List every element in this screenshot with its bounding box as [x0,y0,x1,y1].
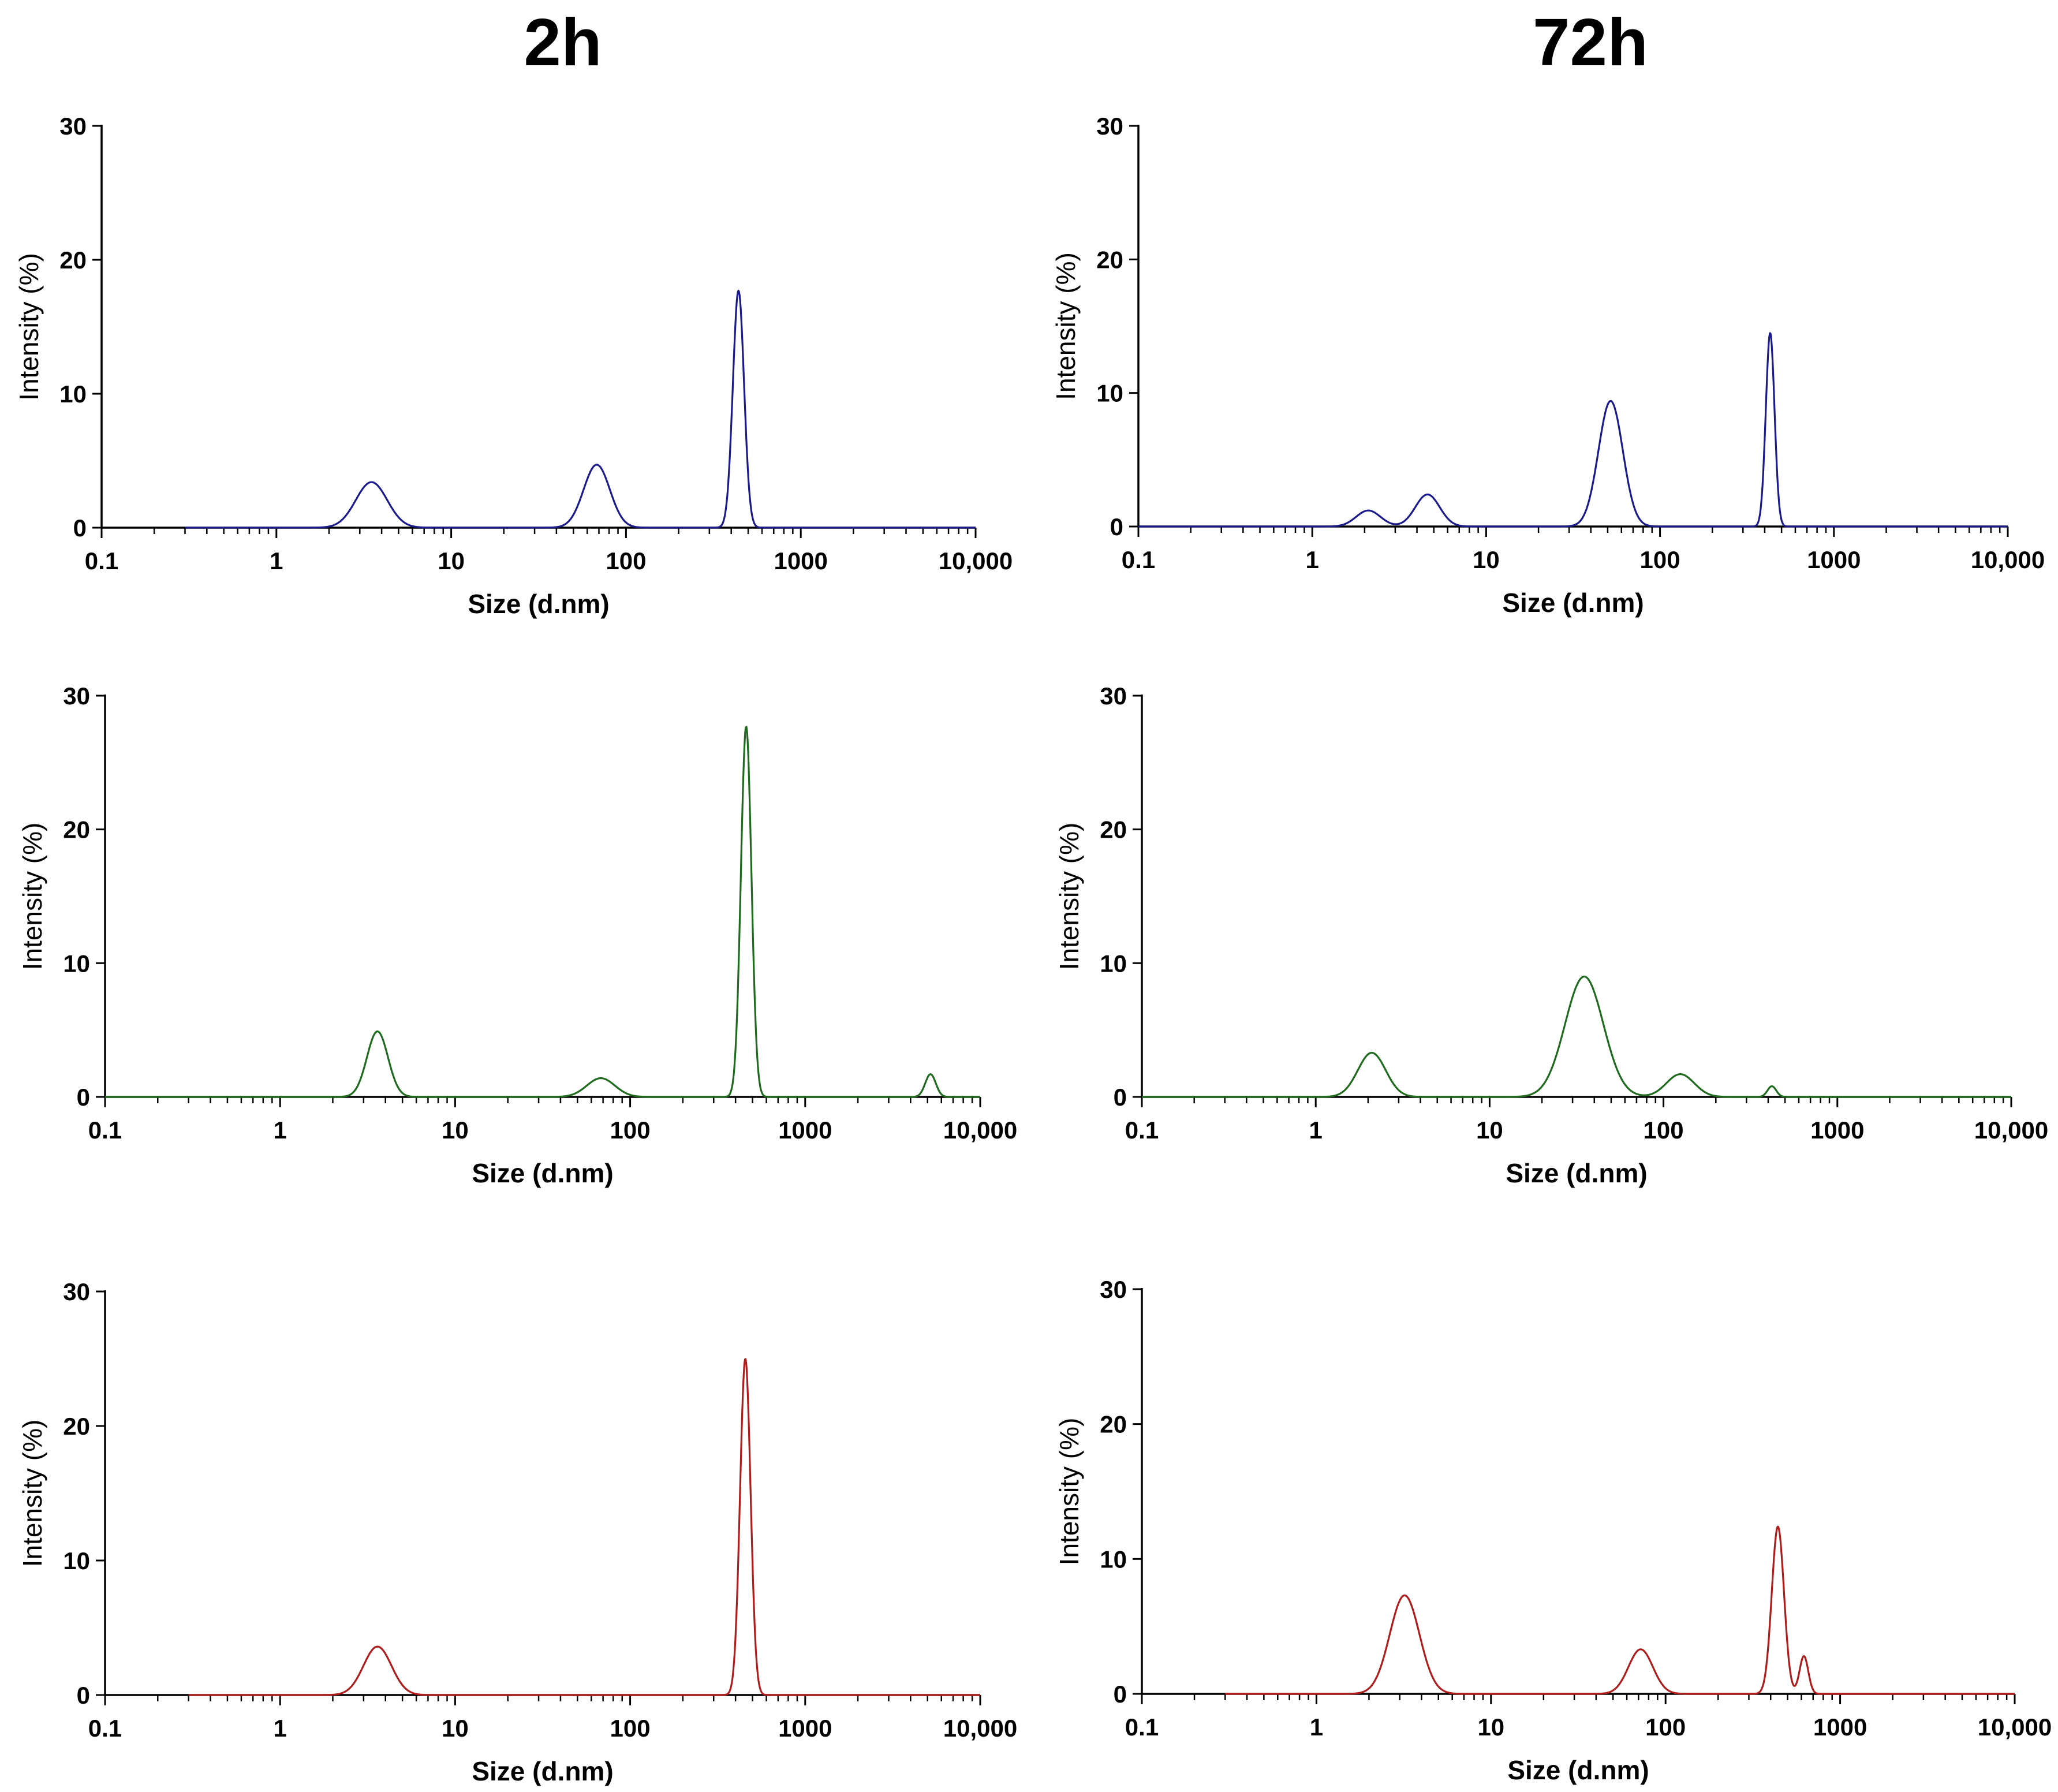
y-axis-title: Intensity (%) [17,1420,47,1567]
series-line-red [1224,1525,2015,1695]
x-axis-title: Size (d.nm) [468,589,609,619]
x-tick-label: 10 [438,547,465,574]
x-tick-label: 100 [1644,1117,1684,1144]
y-tick-label: 10 [1096,380,1123,407]
x-tick-label: 1 [270,547,283,574]
x-tick-label: 10,000 [943,1715,1017,1742]
x-tick-label: 10 [1477,1713,1504,1741]
series-line-blue [1138,332,2008,528]
x-tick-label: 10,000 [939,547,1013,574]
y-tick-label: 0 [1114,1084,1127,1111]
y-tick-label: 30 [1100,682,1127,710]
y-tick-label: 10 [63,1547,90,1574]
x-tick-label: 10 [1476,1117,1503,1144]
y-tick-label: 20 [1100,816,1127,843]
x-tick-label: 1 [1310,1713,1323,1741]
y-axis-title: Intensity (%) [1054,1418,1084,1566]
y-tick-label: 20 [63,1413,90,1440]
x-tick-label: 0.1 [1125,1117,1159,1144]
x-tick-label: 10 [1473,546,1500,573]
x-tick-label: 0.1 [1125,1713,1159,1741]
x-tick-label: 100 [1645,1713,1686,1741]
x-tick-label: 10 [442,1715,469,1742]
y-tick-label: 0 [1114,1681,1127,1708]
y-axis-title: Intensity (%) [17,823,47,970]
chart-panel-2h-row2: 0 10 20 30 0.1 1 10 100 1000 10,000 Size (d.nm) Int… [17,682,1017,1188]
x-tick-label: 100 [606,547,646,574]
x-tick-label: 1000 [774,547,827,574]
x-tick-label: 10,000 [943,1117,1017,1144]
x-tick-label: 10,000 [1971,546,2045,573]
y-tick-label: 0 [73,514,87,542]
x-tick-label: 1 [1306,546,1319,573]
y-tick-label: 0 [77,1682,90,1709]
y-axis-title: Intensity (%) [1054,823,1084,970]
column-title-72h: 72h [1533,5,1648,80]
x-axis-title: Size (d.nm) [1507,1755,1649,1785]
chart-panel-2h-row3: 0 10 20 30 0.1 1 10 100 1000 10,000 Size (d.nm) Int… [17,1278,1017,1786]
x-tick-label: 10,000 [1978,1713,2052,1741]
x-tick-label: 1000 [778,1715,832,1742]
y-tick-label: 10 [1100,1545,1127,1573]
y-tick-label: 10 [63,950,90,977]
series-line-red [188,1358,981,1696]
x-axis-title: Size (d.nm) [472,1756,613,1786]
y-tick-label: 20 [63,816,90,843]
x-tick-label: 100 [1640,546,1680,573]
x-axis-title: Size (d.nm) [472,1158,613,1188]
x-tick-label: 10,000 [1974,1117,2048,1144]
series-line-green [104,726,981,1098]
y-tick-label: 30 [63,682,90,710]
y-tick-label: 30 [59,113,87,140]
y-tick-label: 20 [1096,246,1123,273]
x-axis-title: Size (d.nm) [1506,1158,1647,1188]
y-tick-label: 30 [63,1278,90,1305]
series-line-green [1141,975,2012,1098]
chart-panel-72h-row1: 0 10 20 30 0.1 1 10 100 1000 10,000 Size (d.nm) Int… [1051,113,2045,618]
y-tick-label: 30 [1100,1276,1127,1303]
chart-panel-72h-row2: 0 10 20 30 0.1 1 10 100 1000 10,000 Size (d.nm) Int… [1054,682,2048,1188]
x-tick-label: 0.1 [88,1715,122,1742]
y-tick-label: 0 [1110,513,1123,540]
y-axis-title: Intensity (%) [1051,252,1081,400]
x-tick-label: 1000 [1813,1713,1867,1741]
column-title-2h: 2h [524,5,602,80]
x-tick-label: 100 [610,1117,651,1144]
x-tick-label: 1 [274,1715,287,1742]
x-tick-label: 0.1 [1122,546,1155,573]
x-tick-label: 1000 [1807,546,1861,573]
x-tick-label: 0.1 [85,547,118,574]
y-tick-label: 0 [77,1084,90,1111]
y-tick-label: 20 [59,247,87,274]
chart-panel-2h-row1: 0 10 20 30 0.1 1 10 100 1000 10,000 Size (d.nm) Int… [14,113,1013,619]
x-tick-label: 0.1 [88,1117,122,1144]
chart-panel-72h-row3: 0 10 20 30 0.1 1 10 100 1000 10,000 Size (d.nm) Int… [1054,1276,2052,1785]
y-tick-label: 20 [1100,1411,1127,1438]
y-tick-label: 30 [1096,113,1123,140]
x-tick-label: 1000 [778,1117,832,1144]
y-tick-label: 10 [1100,950,1127,977]
y-axis-title: Intensity (%) [14,253,44,401]
x-tick-label: 1 [274,1117,287,1144]
x-tick-label: 1000 [1810,1117,1864,1144]
x-tick-label: 100 [610,1715,651,1742]
y-tick-label: 10 [59,380,87,408]
x-tick-label: 1 [1309,1117,1323,1144]
series-line-blue [184,289,976,529]
x-axis-title: Size (d.nm) [1502,588,1644,618]
x-tick-label: 10 [442,1117,469,1144]
